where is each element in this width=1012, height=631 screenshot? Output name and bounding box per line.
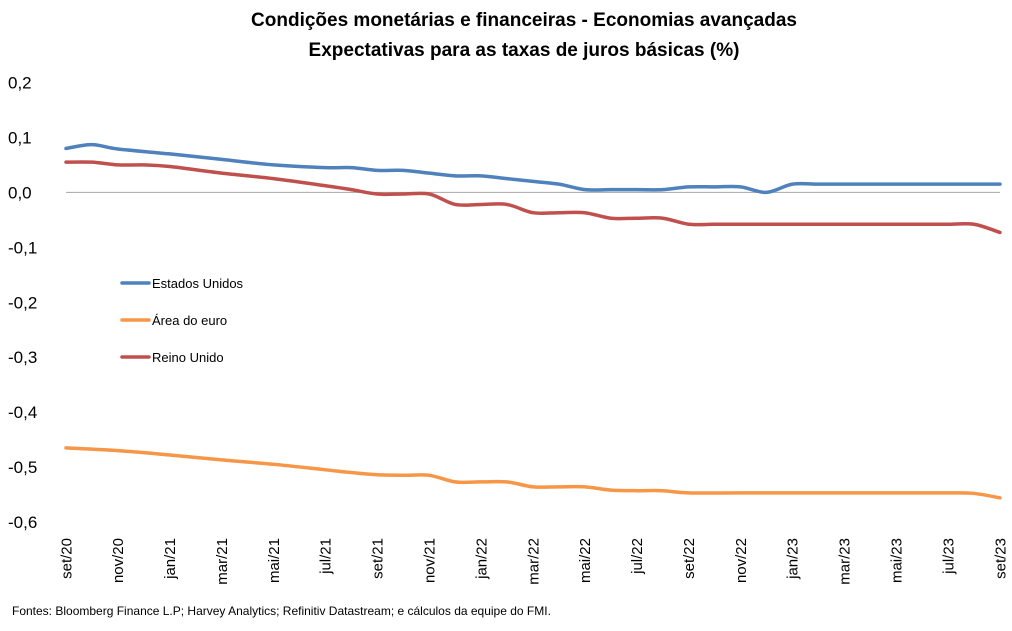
x-tick-label: set/21	[370, 538, 387, 579]
y-tick-label: -0,1	[8, 238, 37, 257]
x-tick-label: mar/22	[525, 538, 542, 585]
x-tick-label: set/23	[992, 538, 1009, 579]
y-tick-label: -0,5	[8, 458, 37, 477]
x-tick-label: jan/22	[473, 538, 490, 580]
x-tick-label: jul/22	[629, 538, 646, 575]
x-tick-label: jan/21	[162, 538, 179, 580]
y-tick-label: 0,1	[8, 128, 32, 147]
series-line-3	[64, 160, 1002, 235]
x-tick-label: mai/23	[888, 538, 905, 583]
y-tick-label: -0,2	[8, 293, 37, 312]
y-tick-label: 0,2	[8, 74, 32, 93]
x-tick-label: mar/23	[837, 538, 854, 585]
y-tick-label: -0,6	[8, 513, 37, 532]
legend-label: Área do euro	[152, 313, 227, 328]
x-tick-label: set/20	[58, 538, 75, 579]
x-tick-label: mar/21	[214, 538, 231, 585]
chart-subtitle: Expectativas para as taxas de juros bási…	[308, 40, 740, 61]
series-line-2	[64, 446, 1002, 500]
chart-title: Condições monetárias e financeiras - Eco…	[251, 10, 797, 31]
x-tick-label: jul/21	[318, 538, 335, 575]
x-tick-label: nov/22	[733, 538, 750, 583]
x-tick-label: mai/21	[266, 538, 283, 583]
series-line-1	[64, 142, 1002, 195]
x-tick-label: nov/21	[421, 538, 438, 583]
legend-label: Estados Unidos	[152, 276, 244, 291]
x-tick-label: set/22	[681, 538, 698, 579]
x-tick-label: nov/20	[110, 538, 127, 583]
y-tick-label: 0,0	[8, 183, 32, 202]
legend-label: Reino Unido	[152, 350, 224, 365]
y-tick-label: -0,4	[8, 403, 37, 422]
x-tick-label: jul/23	[940, 538, 957, 575]
y-tick-label: -0,3	[8, 348, 37, 367]
x-tick-label: jan/23	[785, 538, 802, 580]
source-note: Fontes: Bloomberg Finance L.P; Harvey An…	[12, 604, 551, 618]
x-tick-label: mai/22	[577, 538, 594, 583]
